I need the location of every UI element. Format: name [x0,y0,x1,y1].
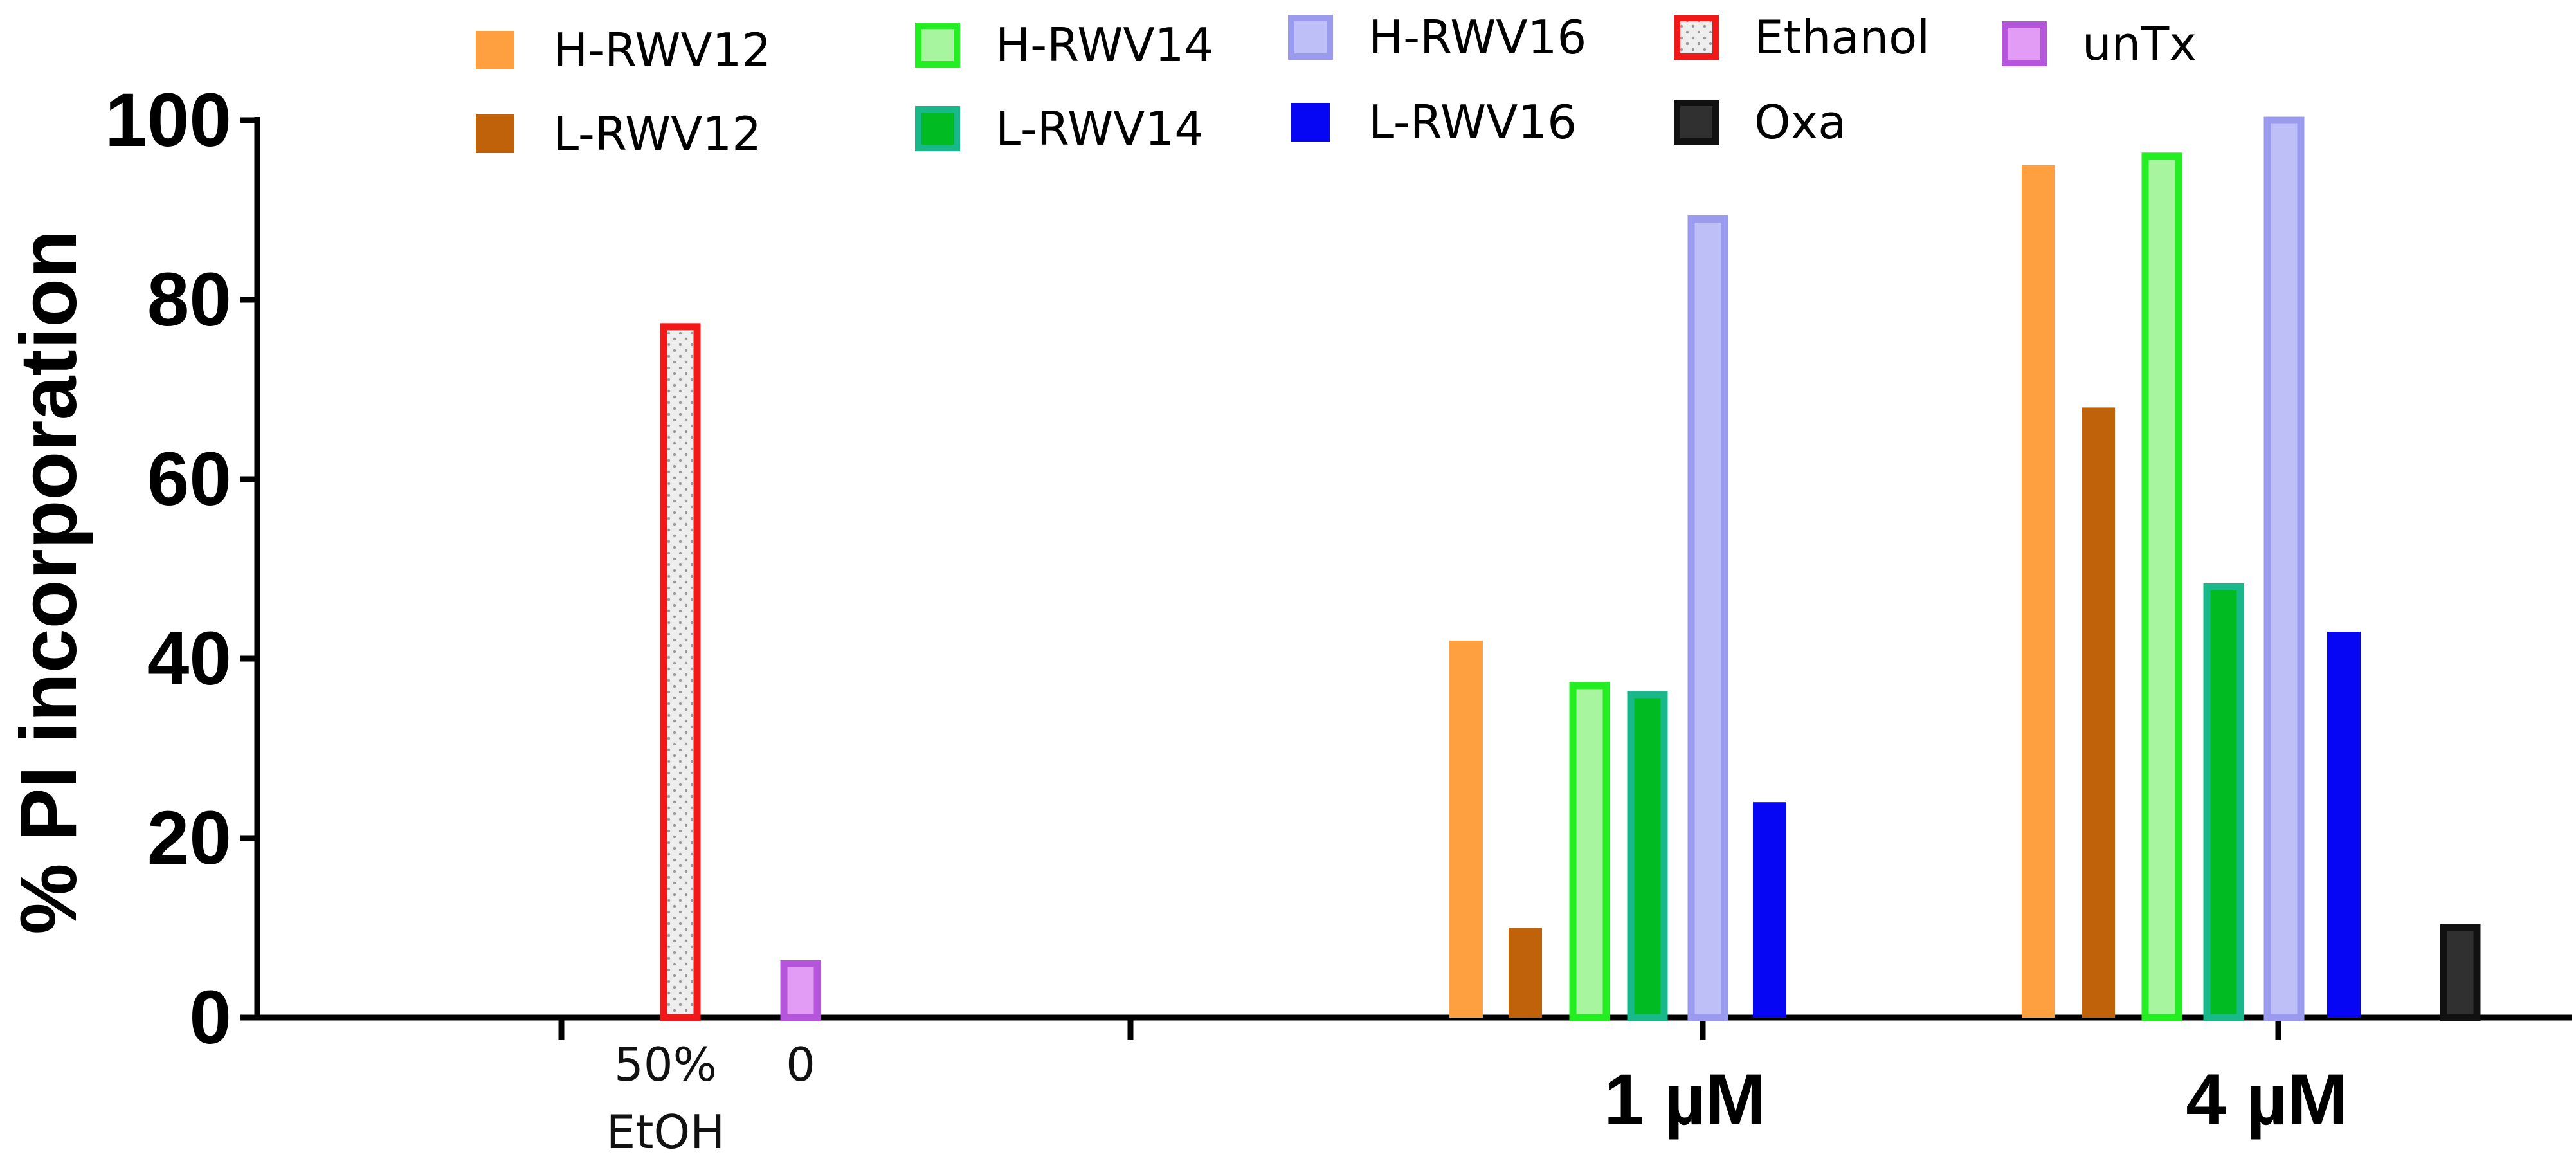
bar-h-rwv16-one [1687,215,1728,1021]
bar-l-rwv16-one [1753,802,1786,1018]
x-axis [255,1014,2572,1040]
legend-label-l-rwv12: L-RWV12 [553,107,761,161]
legend: H-RWV12 L-RWV12 H-RWV14 L-RWV14 H-RWV16 L-RWV… [476,10,2197,161]
bars [660,116,2481,1021]
legend-swatch-l-rwv14 [915,106,960,151]
legend-label-h-rwv12: H-RWV12 [553,23,771,77]
legend-swatch-untx [2002,21,2047,66]
bar-l-rwv12-four [2082,407,2115,1018]
bar-oxa-four [2440,924,2481,1021]
y-tick-label: 20 [147,796,231,881]
bar-ethanol-etoh [660,323,701,1021]
y-tick-label: 80 [147,257,231,342]
bar-l-rwv14-four [2203,583,2244,1021]
bar-l-rwv14-one [1627,691,1668,1021]
x-category-label-one: 1 µM [1604,1059,1765,1140]
legend-label-untx: unTx [2082,17,2197,71]
category-labels: 50% EtOH 0 1 µM 4 µM [606,1038,2348,1159]
legend-label-h-rwv16: H-RWV16 [1368,10,1586,64]
bar-l-rwv16-four [2327,632,2361,1018]
legend-swatch-oxa [1674,100,1719,145]
x-category-label-zero: 0 [786,1038,815,1092]
legend-swatch-ethanol [1674,15,1719,60]
y-tick-label: 60 [147,437,231,522]
legend-label-l-rwv16: L-RWV16 [1368,95,1577,149]
bar-untx-zero [780,960,821,1021]
bar-h-rwv14-four [2141,152,2182,1021]
y-tick-label: 0 [189,975,231,1060]
y-axis: 0 20 40 60 80 100 [105,78,260,1060]
legend-swatch-h-rwv14 [915,23,960,68]
x-category-label-etoh-line2: EtOH [606,1105,725,1159]
bar-h-rwv16-four [2263,116,2305,1021]
legend-label-ethanol: Ethanol [1754,10,1930,64]
legend-label-h-rwv14: H-RWV14 [995,18,1213,72]
bar-h-rwv14-one [1569,682,1610,1021]
y-tick-label: 40 [147,616,231,701]
bar-h-rwv12-four [2022,165,2055,1018]
x-category-label-four: 4 µM [2186,1059,2347,1140]
x-category-label-etoh: 50% [614,1038,717,1092]
legend-swatch-l-rwv12 [476,114,514,153]
bar-l-rwv12-one [1509,928,1542,1018]
legend-label-l-rwv14: L-RWV14 [995,102,1204,156]
legend-swatch-l-rwv16 [1291,103,1330,142]
y-tick-label: 100 [105,78,231,163]
legend-swatch-h-rwv16 [1288,15,1333,60]
legend-label-oxa: Oxa [1754,95,1846,149]
y-axis-title: % PI incorporation [5,230,93,934]
legend-swatch-h-rwv12 [476,31,514,69]
bar-h-rwv12-one [1449,641,1483,1018]
